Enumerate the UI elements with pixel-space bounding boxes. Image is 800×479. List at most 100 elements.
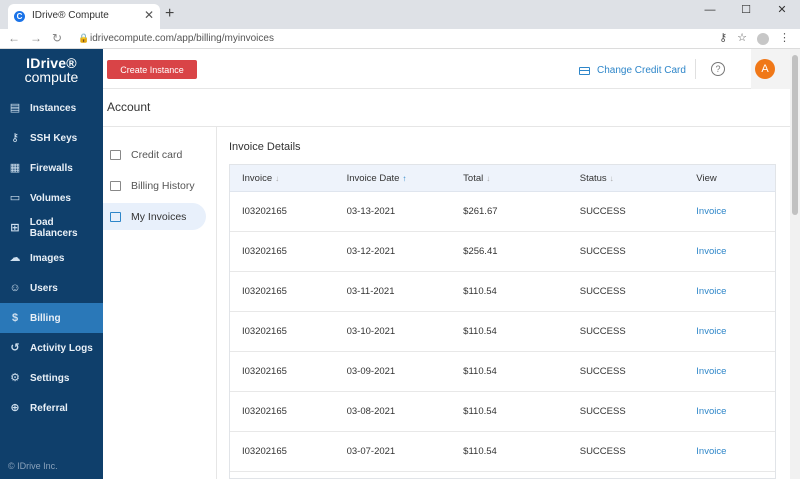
invoice-status: SUCCESS <box>579 406 626 417</box>
copyright: © IDrive Inc. <box>8 461 58 471</box>
col-invoice-date[interactable]: Invoice Date ↑ <box>347 173 464 184</box>
firewall-icon: ▦ <box>9 162 21 174</box>
table-row: I03202165 03-13-2021 $261.67 SUCCESS Invoice <box>230 192 775 232</box>
sidebar-item-billing[interactable]: $ Billing <box>0 303 103 333</box>
col-view-label: View <box>696 172 717 184</box>
window-controls: — ☐ ✕ <box>692 0 800 22</box>
subnav-my-invoices[interactable]: My Invoices <box>103 203 206 230</box>
avatar[interactable]: A <box>755 59 775 79</box>
star-icon[interactable]: ☆ <box>737 32 747 44</box>
invoice-id: I03202165 <box>242 446 287 457</box>
view-invoice-link[interactable]: Invoice <box>696 206 727 217</box>
view-invoice-link[interactable]: Invoice <box>696 406 727 417</box>
sidebar-item-load-balancers[interactable]: ⊞ Load Balancers <box>0 213 103 243</box>
invoice-status: SUCCESS <box>579 206 626 217</box>
scroll-thumb[interactable] <box>792 55 798 215</box>
sidebar-item-label: Load Balancers <box>29 217 78 239</box>
lock-icon: 🔒 <box>78 33 90 43</box>
invoice-id: I03202165 <box>242 206 287 217</box>
col-date-label: Invoice Date <box>346 172 400 184</box>
sort-up-icon[interactable]: ↑ <box>402 173 407 183</box>
sidebar-item-volumes[interactable]: ▭ Volumes <box>0 183 103 213</box>
forward-icon[interactable]: → <box>30 31 42 45</box>
invoice-total: $256.41 <box>463 246 498 257</box>
subnav-credit-card[interactable]: Credit card <box>103 141 206 168</box>
col-status-label: Status <box>579 172 607 184</box>
close-tab-icon[interactable]: ✕ <box>143 8 154 22</box>
invoice-total: $110.54 <box>463 326 497 337</box>
invoice-status: SUCCESS <box>579 366 626 377</box>
user-icon: ☺ <box>9 282 21 294</box>
maximize-icon[interactable]: ☐ <box>741 4 751 16</box>
referral-icon: ⊕ <box>10 402 20 414</box>
page-header: Account <box>103 89 790 127</box>
view-invoice-link[interactable]: Invoice <box>696 366 727 377</box>
col-total[interactable]: Total ↓ <box>463 173 580 184</box>
col-status[interactable]: Status ↓ <box>580 173 697 184</box>
invoice-id: I03202165 <box>242 246 287 257</box>
help-icon[interactable]: ? <box>711 62 725 76</box>
sidebar-item-label: Referral <box>30 402 68 414</box>
sidebar-item-label: Volumes <box>30 192 71 204</box>
sidebar-item-ssh-keys[interactable]: ⚷ SSH Keys <box>0 123 103 153</box>
header-divider <box>695 59 696 79</box>
menu-icon[interactable]: ⋮ <box>779 32 790 44</box>
view-invoice-link[interactable]: Invoice <box>696 246 727 257</box>
billing-history-icon <box>110 180 121 191</box>
close-window-icon[interactable]: ✕ <box>777 4 787 16</box>
sort-icon[interactable]: ↓ <box>275 173 280 183</box>
page-scrollbar[interactable] <box>790 49 800 479</box>
logo-line2: compute <box>24 69 79 85</box>
profile-icon[interactable] <box>757 33 769 45</box>
sidebar-item-instances[interactable]: ▤ Instances <box>0 93 103 123</box>
invoice-table: Invoice ↓ Invoice Date ↑ Total ↓ Status ↓ Vi… <box>229 164 776 479</box>
invoice-id: I03202165 <box>242 406 287 417</box>
address-bar: ← → ↻ 🔒 idrivecompute.com/app/billing/my… <box>0 29 800 49</box>
view-invoice-link[interactable]: Invoice <box>696 446 727 457</box>
minimize-icon[interactable]: — <box>704 4 716 16</box>
table-row: I03202165 03-11-2021 $110.54 SUCCESS Invoice <box>230 272 775 312</box>
invoice-date: 03-13-2021 <box>346 206 396 217</box>
sidebar-item-label: Users <box>30 282 58 294</box>
server-icon: ▤ <box>9 102 21 114</box>
invoice-date: 03-10-2021 <box>346 326 396 337</box>
view-invoice-link[interactable]: Invoice <box>696 286 727 297</box>
sidebar: IDrive® compute ▤ Instances ⚷ SSH Keys ▦… <box>0 49 103 479</box>
sort-icon[interactable]: ↓ <box>609 173 614 183</box>
col-invoice[interactable]: Invoice ↓ <box>230 173 347 184</box>
favicon-icon: C <box>14 11 25 22</box>
sidebar-item-label: SSH Keys <box>30 132 78 144</box>
sidebar-item-images[interactable]: ☁ Images <box>0 243 103 273</box>
sidebar-item-label: Instances <box>30 102 77 114</box>
sidebar-item-label: Images <box>30 252 65 264</box>
sidebar-item-users[interactable]: ☺ Users <box>0 273 103 303</box>
invoice-id: I03202165 <box>242 326 287 337</box>
browser-tab[interactable]: C IDrive® Compute ✕ <box>8 4 160 29</box>
sidebar-item-settings[interactable]: ⚙ Settings <box>0 363 103 393</box>
sidebar-item-label: Activity Logs <box>30 342 93 354</box>
reload-icon[interactable]: ↻ <box>52 31 63 45</box>
invoice-status: SUCCESS <box>579 246 626 257</box>
create-instance-button[interactable]: Create Instance <box>107 60 197 79</box>
sidebar-item-activity-logs[interactable]: ↺ Activity Logs <box>0 333 103 363</box>
invoice-date: 03-09-2021 <box>346 366 396 377</box>
url-field[interactable]: idrivecompute.com/app/billing/myinvoices <box>90 33 274 44</box>
sidebar-item-referral[interactable]: ⊕ Referral <box>0 393 103 423</box>
load-balancer-icon: ⊞ <box>10 222 20 234</box>
avatar-area[interactable]: A <box>751 49 790 89</box>
top-header: Create Instance Change Credit Card ? A <box>103 49 790 89</box>
invoice-icon <box>110 211 121 222</box>
gear-icon: ⚙ <box>10 372 20 384</box>
view-invoice-link[interactable]: Invoice <box>696 326 727 337</box>
sidebar-item-firewalls[interactable]: ▦ Firewalls <box>0 153 103 183</box>
address-bar-icons: ⚷ ☆ ⋮ <box>719 31 790 45</box>
sort-icon[interactable]: ↓ <box>486 173 491 183</box>
back-icon[interactable]: ← <box>8 31 20 45</box>
table-row: I03202165 03-07-2021 $110.54 SUCCESS Invoice <box>230 432 775 472</box>
subnav-billing-history[interactable]: Billing History <box>103 172 206 199</box>
credit-card-icon <box>579 66 590 75</box>
change-credit-card-link[interactable]: Change Credit Card <box>579 65 686 76</box>
key-icon[interactable]: ⚷ <box>719 32 728 44</box>
sidebar-item-label: Settings <box>30 372 70 384</box>
new-tab-icon[interactable]: + <box>165 5 175 22</box>
